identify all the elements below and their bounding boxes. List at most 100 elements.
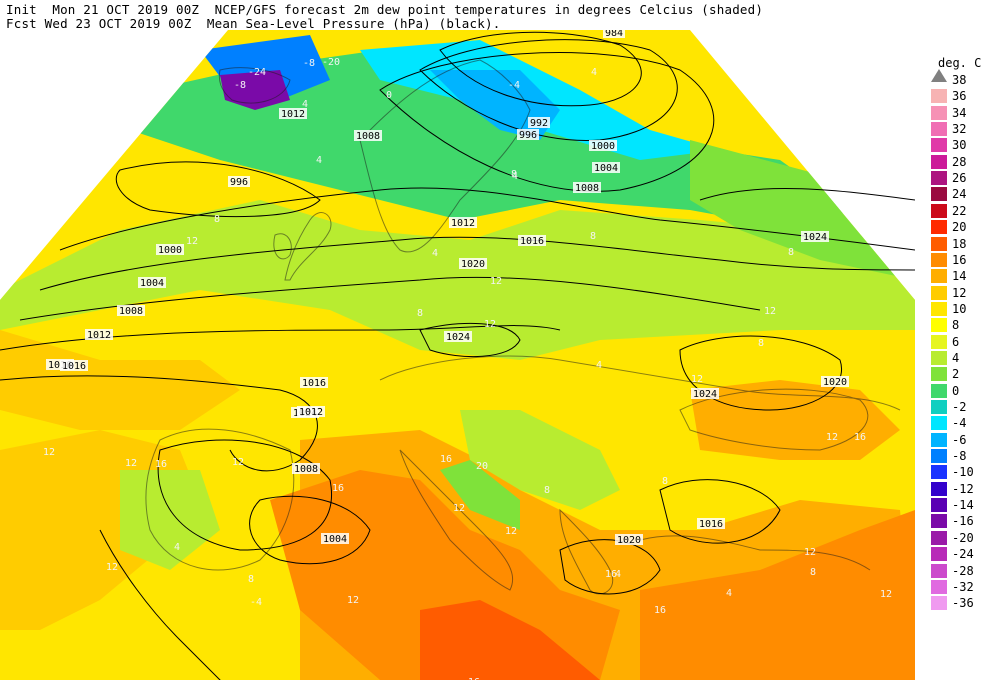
dewpoint-pressure-map: 984 1012 1008 996 1000 1004 1008 1012 1016 1016 99… <box>0 30 915 680</box>
temperature-contour-label: 12 <box>186 236 198 247</box>
legend-swatch <box>931 498 947 513</box>
legend-label: 26 <box>952 171 967 186</box>
legend-label: -16 <box>952 514 974 529</box>
temperature-contour-label: 16 <box>654 605 666 616</box>
legend-swatch <box>931 514 947 529</box>
header-line-2: Fcst Wed 23 OCT 2019 00Z Mean Sea-Level … <box>6 16 501 31</box>
svg-text:1016: 1016 <box>62 361 86 372</box>
temperature-contour-label: 16 <box>468 677 480 680</box>
isobar-label: 1004 <box>138 277 166 289</box>
legend-swatch <box>931 138 947 153</box>
temperature-contour-label: 8 <box>248 574 254 585</box>
isobar-label: 1016 <box>518 235 546 247</box>
svg-text:1000: 1000 <box>158 245 182 256</box>
legend: deg. C 38 36 34 32 30 28 26 24 22 20 18 16 14 12 10 8 6 4… <box>928 56 1000 611</box>
svg-text:1020: 1020 <box>461 259 485 270</box>
isobar-label: 1024 <box>691 388 719 400</box>
legend-label: 14 <box>952 269 967 284</box>
legend-swatch <box>931 547 947 562</box>
legend-swatch <box>931 400 947 414</box>
legend-label: 24 <box>952 187 967 202</box>
legend-label: -36 <box>952 596 974 611</box>
legend-label: 20 <box>952 220 967 235</box>
isobar-label: 996 <box>228 176 250 188</box>
temperature-contour-label: 20 <box>476 461 488 472</box>
legend-label: -12 <box>952 481 974 496</box>
temperature-contour-label: 4 <box>432 248 438 259</box>
svg-text:1016: 1016 <box>302 378 326 389</box>
isobar-label: 1016 <box>60 360 88 372</box>
svg-text:1020: 1020 <box>617 535 641 546</box>
temperature-contour-label: 8 <box>810 567 816 578</box>
temperature-contour-label: 12 <box>826 432 838 443</box>
temperature-contour-label: 4 <box>302 99 308 110</box>
temperature-contour-label: 8 <box>788 247 794 258</box>
legend-label: -14 <box>952 498 974 513</box>
temperature-contour-label: 12 <box>125 458 137 469</box>
svg-text:1008: 1008 <box>119 306 143 317</box>
temperature-contour-label: -8 <box>303 58 315 69</box>
legend-swatch <box>931 220 947 235</box>
legend-swatch <box>931 563 947 578</box>
isobar-label: 992 <box>528 117 550 129</box>
legend-label: 32 <box>952 122 967 137</box>
temperature-contour-label: 4 <box>512 171 518 182</box>
legend-label: 6 <box>952 334 960 349</box>
svg-text:1012: 1012 <box>451 218 475 229</box>
isobar-label: 1016 <box>300 377 328 389</box>
temperature-contour-label: 12 <box>505 526 517 537</box>
legend-label: 34 <box>952 105 967 120</box>
isobar-label: 1016 <box>697 518 725 530</box>
temperature-contour-label: -24 <box>248 67 266 78</box>
temperature-contour-label: 4 <box>174 542 180 553</box>
isobar-label: 1004 <box>592 162 620 174</box>
isobar-label: 1008 <box>573 182 601 194</box>
legend-swatch <box>931 269 947 284</box>
temperature-contour-label: 12 <box>490 276 502 287</box>
isobar-labels: 984 1012 1008 996 1000 1004 1008 1012 1016 1016 99… <box>46 30 849 546</box>
legend-swatch <box>931 334 947 349</box>
isobar-label: 1004 <box>321 533 349 545</box>
legend-swatch <box>931 301 947 316</box>
legend-label: 10 <box>952 301 967 316</box>
temperature-contour-label: 12 <box>347 595 359 606</box>
temperature-contour-label: -4 <box>508 80 520 91</box>
temperature-contour-label: 12 <box>106 562 118 573</box>
legend-label: -24 <box>952 547 974 562</box>
legend-swatch <box>931 171 947 186</box>
legend-swatch <box>931 122 947 137</box>
svg-text:1024: 1024 <box>446 332 470 343</box>
legend-label: -4 <box>952 416 967 431</box>
temperature-contour-label: 12 <box>43 447 55 458</box>
svg-text:1020: 1020 <box>823 377 847 388</box>
legend-swatch <box>931 465 947 480</box>
svg-text:1012: 1012 <box>299 407 323 418</box>
legend-swatch <box>931 187 947 202</box>
legend-label: 16 <box>952 252 967 267</box>
legend-swatch <box>931 449 947 464</box>
isobar-label: 1000 <box>589 140 617 152</box>
temperature-contour-label: 8 <box>214 214 220 225</box>
temperature-contour-label: 4 <box>596 360 602 371</box>
forecast-map: 984 1012 1008 996 1000 1004 1008 1012 1016 1016 99… <box>0 30 915 680</box>
temperature-contour-label: 4 <box>591 67 597 78</box>
svg-text:996: 996 <box>519 130 537 141</box>
isobar-label: 1012 <box>85 329 113 341</box>
svg-text:996: 996 <box>230 177 248 188</box>
isobar-label: 996 <box>517 129 539 141</box>
isobar-label: 1012 <box>279 108 307 120</box>
svg-text:1008: 1008 <box>294 464 318 475</box>
isobar-label: 1000 <box>156 244 184 256</box>
isobar-label: 1024 <box>801 231 829 243</box>
temperature-contour-label: 12 <box>453 503 465 514</box>
legend-label: -6 <box>952 432 967 447</box>
legend-label: -2 <box>952 400 967 414</box>
legend-swatch <box>931 481 947 496</box>
legend-label: -28 <box>952 563 974 578</box>
temperature-contour-label: 12 <box>880 589 892 600</box>
temperature-contour-label: 16 <box>605 569 617 580</box>
svg-text:992: 992 <box>530 118 548 129</box>
temperature-contour-label: 8 <box>544 485 550 496</box>
legend-swatch <box>931 383 947 398</box>
